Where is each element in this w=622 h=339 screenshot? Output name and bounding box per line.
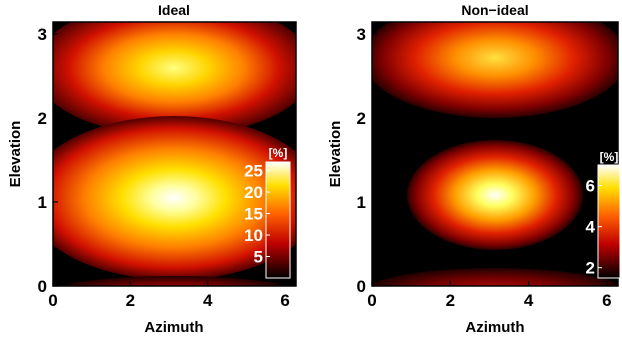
nonideal-xtick-label: 2 [446,291,455,310]
ideal-lobe-bottom [62,276,286,286]
ideal-heatmap [53,22,296,286]
nonideal-heatmap [372,22,618,286]
ideal-lobe-top [53,22,296,136]
nonideal-lobe-bottom [372,268,618,286]
ideal-ytick-label: 1 [38,193,47,212]
ideal-title: Ideal [158,2,190,18]
nonideal-y-ticks: 0 1 2 3 [357,25,377,296]
ideal-ytick-label: 2 [38,109,47,128]
nonideal-lobe-middle [407,140,583,250]
ideal-colorbar-tick-label: 25 [244,162,263,181]
ideal-colorbar-bar [265,161,291,279]
ideal-colorbar-tick-label: 5 [254,248,263,267]
ideal-xtick-label: 0 [48,291,57,310]
nonideal-colorbar-tick-label: 4 [586,218,596,237]
nonideal-lobe-top [372,22,618,118]
nonideal-colorbar: [%] 2 4 6 [586,150,621,279]
nonideal-ytick-label: 2 [357,109,366,128]
nonideal-ytick-label: 3 [357,25,366,44]
nonideal-ylabel: Elevation [327,121,344,188]
nonideal-colorbar-tick-label: 6 [586,177,595,196]
ideal-x-ticks: 0 2 4 6 [48,281,290,310]
nonideal-colorbar-unit: [%] [600,150,619,164]
ideal-ytick-label: 0 [38,277,47,296]
nonideal-ytick-label: 1 [357,193,366,212]
ideal-lobe-middle [53,116,296,280]
ideal-panel: Ideal 0 2 4 6 0 1 2 3 Azimuth Elevation [%] 5 1… [7,2,297,336]
ideal-colorbar-tick-label: 10 [244,226,263,245]
ideal-ylabel: Elevation [7,121,24,188]
nonideal-xtick-label: 4 [524,291,534,310]
nonideal-xlabel: Azimuth [465,319,524,336]
ideal-ytick-label: 3 [38,25,47,44]
nonideal-panel: Non−ideal 0 2 4 6 0 1 2 3 Azimuth Elevation [%… [327,2,621,336]
nonideal-xtick-label: 0 [367,291,376,310]
nonideal-colorbar-tick-label: 2 [586,259,595,278]
ideal-xtick-label: 6 [280,291,289,310]
nonideal-ytick-label: 0 [357,277,366,296]
ideal-colorbar-tick-label: 20 [244,183,263,202]
nonideal-xtick-label: 6 [602,291,611,310]
ideal-xtick-label: 4 [203,291,213,310]
ideal-colorbar-unit: [%] [269,146,288,160]
ideal-colorbar: [%] 5 10 15 20 25 [244,146,291,279]
ideal-xtick-label: 2 [126,291,135,310]
ideal-y-ticks: 0 1 2 3 [38,25,58,296]
nonideal-x-ticks: 0 2 4 6 [367,281,612,310]
ideal-colorbar-tick-label: 15 [244,205,263,224]
ideal-xlabel: Azimuth [144,319,203,336]
nonideal-title: Non−ideal [461,2,528,18]
nonideal-colorbar-bar [597,164,621,279]
